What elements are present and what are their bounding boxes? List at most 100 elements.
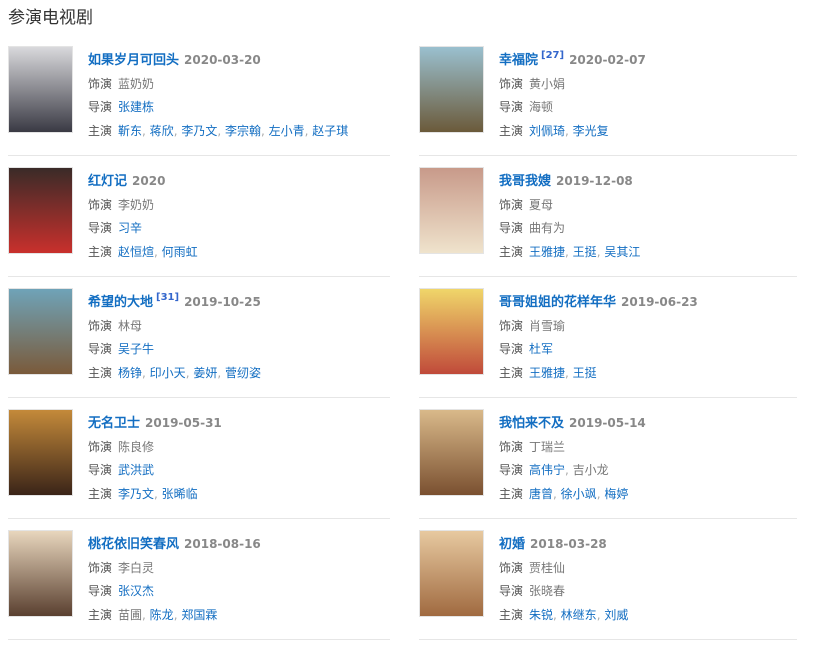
- cast-line: 主演 朱锐, 林继东, 刘威: [499, 604, 628, 628]
- series-title-link[interactable]: 无名卫士: [88, 416, 141, 431]
- series-info: 幸福院 [27] 2020-02-07 饰演 黄小娟 导演 海顿 主演 刘佩琦, 李光复: [499, 49, 646, 143]
- person-link[interactable]: 唐曾: [529, 486, 554, 501]
- person-link[interactable]: 吴子牛: [118, 342, 155, 356]
- role-label: 饰演: [499, 318, 524, 333]
- series-info: 桃花依旧笑春风 2018-08-16 饰演 李白灵 导演 张汉杰 主演 苗圃, 陈龙, 郑国霖: [88, 533, 261, 627]
- person-link[interactable]: 李乃文: [181, 123, 218, 138]
- series-poster[interactable]: [419, 288, 484, 375]
- series-title-line: 哥哥姐姐的花样年华 2019-06-23: [499, 291, 698, 315]
- cast-line: 主演 唐曾, 徐小飒, 梅婷: [499, 483, 646, 507]
- person-link[interactable]: 姜妍: [193, 365, 218, 380]
- series-title-link[interactable]: 初婚: [499, 537, 526, 552]
- series-poster[interactable]: [8, 167, 73, 254]
- person-link[interactable]: 朱锐: [529, 607, 554, 622]
- separator: ,: [304, 123, 313, 138]
- role-line: 饰演 丁瑞兰: [499, 436, 646, 460]
- person-link[interactable]: 何雨虹: [161, 244, 198, 259]
- series-title-link[interactable]: 希望的大地: [88, 295, 154, 310]
- separator: ,: [565, 463, 573, 477]
- person-link[interactable]: 王雅捷: [529, 244, 566, 259]
- director-line: 导演 武洪武: [88, 459, 222, 483]
- series-title-link[interactable]: 桃花依旧笑春风: [88, 537, 180, 552]
- person-link[interactable]: 郑国霖: [181, 607, 218, 622]
- person-link[interactable]: 左小青: [268, 123, 305, 138]
- separator: ,: [142, 607, 150, 622]
- person-link[interactable]: 赵子琪: [312, 123, 349, 138]
- person-link[interactable]: 杜军: [529, 342, 554, 356]
- person-link[interactable]: 习辛: [118, 221, 143, 235]
- person-link[interactable]: 梅婷: [604, 486, 629, 501]
- person-link[interactable]: 林继东: [560, 607, 597, 622]
- series-item: 如果岁月可回头 2020-03-20 饰演 蓝奶奶 导演 张建栋 主演 靳东, 蒋欣, 李乃文…: [8, 46, 390, 156]
- series-poster[interactable]: [419, 409, 484, 496]
- reference-link[interactable]: [31]: [156, 292, 180, 303]
- series-item: 红灯记 2020 饰演 李奶奶 导演 习辛 主演 赵恒煊, 何雨虹: [8, 167, 390, 277]
- person-link[interactable]: 张晞临: [161, 486, 198, 501]
- person-link[interactable]: 陈龙: [149, 607, 174, 622]
- series-title-link[interactable]: 幸福院: [499, 53, 539, 68]
- series-info: 无名卫士 2019-05-31 饰演 陈良修 导演 武洪武 主演 李乃文, 张晞临: [88, 412, 222, 506]
- section-heading: 参演电视剧: [8, 8, 93, 28]
- person-link[interactable]: 杨铮: [118, 365, 143, 380]
- director-label: 导演: [88, 221, 113, 235]
- series-poster[interactable]: [419, 530, 484, 617]
- series-title-line: 幸福院 [27] 2020-02-07: [499, 49, 646, 73]
- series-title-link[interactable]: 如果岁月可回头: [88, 53, 180, 68]
- series-title-link[interactable]: 哥哥姐姐的花样年华: [499, 295, 617, 310]
- person-link[interactable]: 李光复: [572, 123, 609, 138]
- person-link[interactable]: 张建栋: [118, 100, 155, 114]
- person-link[interactable]: 张汉杰: [118, 584, 155, 598]
- series-date: 2018-03-28: [530, 537, 607, 551]
- series-info: 哥哥姐姐的花样年华 2019-06-23 饰演 肖雪瑜 导演 杜军 主演 王雅捷, 王挺: [499, 291, 698, 385]
- person-link[interactable]: 王挺: [572, 244, 597, 259]
- separator: ,: [217, 123, 225, 138]
- series-poster[interactable]: [8, 409, 73, 496]
- series-poster[interactable]: [8, 288, 73, 375]
- person-link[interactable]: 刘佩琦: [529, 123, 566, 138]
- role-name: 林母: [118, 318, 143, 333]
- person-link[interactable]: 刘威: [604, 607, 629, 622]
- separator: ,: [553, 607, 561, 622]
- series-date: 2018-08-16: [184, 537, 261, 551]
- separator: ,: [596, 607, 605, 622]
- director-line: 导演 高伟宁, 吉小龙: [499, 459, 646, 483]
- role-line: 饰演 陈良修: [88, 436, 222, 460]
- series-poster[interactable]: [8, 46, 73, 133]
- role-line: 饰演 蓝奶奶: [88, 73, 348, 97]
- series-poster[interactable]: [419, 46, 484, 133]
- role-line: 饰演 贾桂仙: [499, 557, 628, 581]
- person-link[interactable]: 徐小飒: [560, 486, 597, 501]
- series-info: 我哥我嫂 2019-12-08 饰演 夏母 导演 曲有为 主演 王雅捷, 王挺, 吴其江: [499, 170, 640, 264]
- series-item: 哥哥姐姐的花样年华 2019-06-23 饰演 肖雪瑜 导演 杜军 主演 王雅捷, 王挺: [419, 288, 797, 398]
- series-title-link[interactable]: 我怕来不及: [499, 416, 565, 431]
- series-title-link[interactable]: 我哥我嫂: [499, 174, 552, 189]
- series-poster[interactable]: [8, 530, 73, 617]
- person-link[interactable]: 印小天: [149, 365, 186, 380]
- person-link[interactable]: 李乃文: [118, 486, 155, 501]
- cast-label: 主演: [499, 486, 524, 501]
- person-link[interactable]: 王挺: [572, 365, 597, 380]
- series-title-link[interactable]: 红灯记: [88, 174, 128, 189]
- role-label: 饰演: [499, 439, 524, 454]
- person-link[interactable]: 蒋欣: [149, 123, 174, 138]
- person-link[interactable]: 菅纫姿: [224, 365, 261, 380]
- person-link[interactable]: 吴其江: [604, 244, 641, 259]
- director-line: 导演 杜军: [499, 338, 698, 362]
- person-link[interactable]: 靳东: [118, 123, 143, 138]
- series-date: 2019-10-25: [184, 295, 261, 309]
- person-link[interactable]: 赵恒煊: [118, 244, 155, 259]
- series-date: 2019-05-31: [145, 416, 222, 430]
- person-link[interactable]: 李宗翰: [224, 123, 261, 138]
- cast-label: 主演: [499, 365, 524, 380]
- series-date: 2020: [132, 174, 166, 188]
- series-poster[interactable]: [419, 167, 484, 254]
- cast-label: 主演: [88, 123, 113, 138]
- person-name: 张晓春: [529, 584, 566, 598]
- director-line: 导演 张建栋: [88, 96, 348, 120]
- person-link[interactable]: 武洪武: [118, 463, 155, 477]
- director-label: 导演: [499, 342, 524, 356]
- person-link[interactable]: 王雅捷: [529, 365, 566, 380]
- reference-link[interactable]: [27]: [541, 50, 565, 61]
- series-info: 我怕来不及 2019-05-14 饰演 丁瑞兰 导演 高伟宁, 吉小龙 主演 唐曾, 徐小飒,…: [499, 412, 646, 506]
- person-link[interactable]: 高伟宁: [529, 463, 566, 477]
